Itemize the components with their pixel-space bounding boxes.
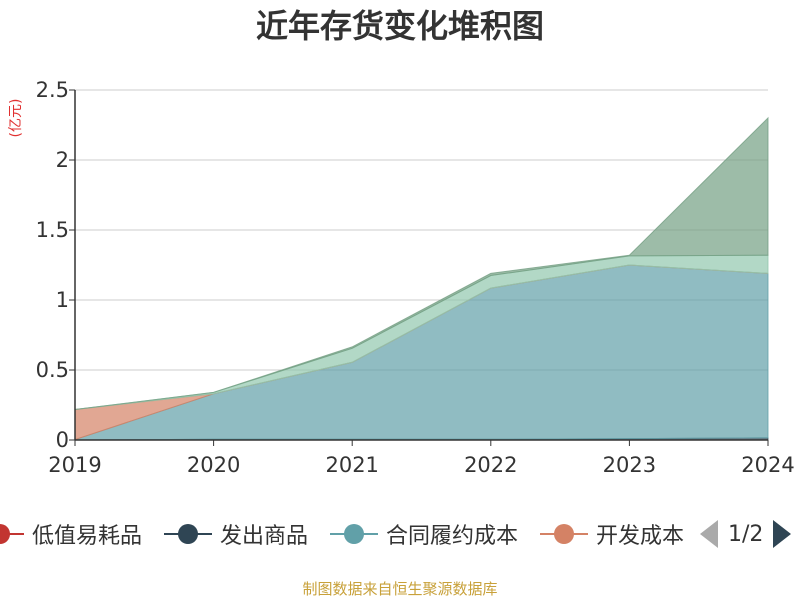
area-series — [74, 116, 769, 441]
legend-label: 开发成本 — [596, 524, 685, 549]
legend: 低值易耗品 发出商品 合同履约成本 开发成本 1/2 — [0, 516, 800, 552]
legend-item[interactable]: 发出商品 — [164, 518, 308, 550]
legend-swatch-icon — [540, 522, 589, 546]
legend-next-page-icon[interactable] — [773, 520, 792, 548]
y-tick-label: 2 — [56, 148, 69, 172]
y-tick-label: 0 — [56, 428, 69, 452]
legend-prev-page-icon[interactable] — [700, 520, 718, 548]
legend-page-indicator: 1/2 — [728, 521, 764, 547]
legend-label: 低值易耗品 — [32, 524, 143, 549]
legend-label: 发出商品 — [220, 524, 309, 549]
y-tick-label: 0.5 — [36, 358, 69, 382]
axes: 0 0.5 1 1.5 2 2.5 2019 2020 2021 2022 2023 2024 — [36, 78, 795, 477]
legend-track: 低值易耗品 发出商品 合同履约成本 开发成本 — [0, 516, 692, 552]
legend-item[interactable]: 开发成本 — [540, 518, 684, 550]
legend-label: 合同履约成本 — [386, 524, 519, 549]
chart-title: 近年存货变化堆积图 — [256, 7, 544, 45]
x-tick-label: 2020 — [187, 453, 240, 477]
y-tick-label: 1.5 — [36, 218, 69, 242]
x-tick-label: 2024 — [741, 453, 794, 477]
area-series-合同履约成本[interactable] — [74, 264, 769, 441]
x-tick-label: 2021 — [325, 453, 378, 477]
legend-pager: 1/2 — [700, 516, 792, 552]
legend-viewport: 低值易耗品 发出商品 合同履约成本 开发成本 — [0, 516, 692, 552]
legend-item[interactable]: 低值易耗品 — [0, 518, 142, 550]
legend-item[interactable]: 合同履约成本 — [330, 518, 518, 550]
y-axis-label: (亿元) — [8, 99, 24, 138]
x-tick-label: 2022 — [464, 453, 517, 477]
data-source-note: 制图数据来自恒生聚源数据库 — [302, 580, 498, 598]
legend-swatch-icon — [330, 522, 379, 546]
area-series-unnamed[interactable] — [74, 116, 769, 410]
legend-swatch-icon — [164, 522, 213, 546]
y-tick-label: 1 — [56, 288, 69, 312]
y-tick-label: 2.5 — [36, 78, 69, 102]
x-tick-label: 2019 — [48, 453, 101, 477]
legend-swatch-icon — [0, 522, 24, 546]
x-tick-label: 2023 — [603, 453, 656, 477]
